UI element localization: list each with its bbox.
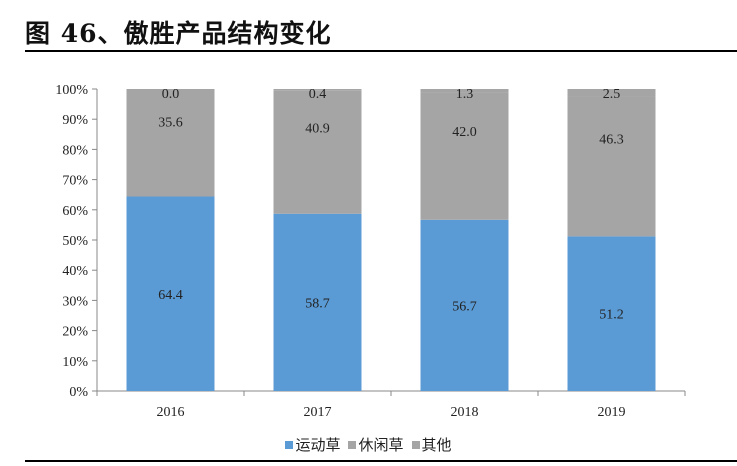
legend-item: 运动草 <box>285 436 340 454</box>
data-label: 40.9 <box>305 121 330 136</box>
data-label: 1.3 <box>456 87 474 102</box>
x-tick-label: 2017 <box>304 405 332 420</box>
data-label: 56.7 <box>452 299 477 314</box>
legend-swatch <box>285 441 294 449</box>
y-tick-label: 60% <box>62 204 88 219</box>
data-label: 51.2 <box>599 308 624 323</box>
y-tick-label: 30% <box>62 294 88 309</box>
legend-swatch <box>348 441 357 449</box>
figure-title: 图 46、傲胜产品结构变化 <box>25 19 332 48</box>
bar-休闲草 <box>567 96 656 237</box>
y-tick-label: 40% <box>62 264 88 279</box>
y-tick-label: 0% <box>69 385 88 400</box>
bar-运动草 <box>126 196 215 391</box>
y-tick-label: 10% <box>62 355 88 370</box>
legend-label: 休闲草 <box>358 436 404 454</box>
bar-运动草 <box>273 213 362 391</box>
data-label: 42.0 <box>452 125 477 140</box>
x-tick-label: 2016 <box>157 405 185 420</box>
bar-其他 <box>273 89 362 91</box>
bottom-rule <box>25 460 737 462</box>
data-label: 2.5 <box>603 87 621 102</box>
bar-运动草 <box>567 236 656 391</box>
bar-休闲草 <box>420 92 509 220</box>
bar-其他 <box>420 89 509 93</box>
x-tick-label: 2018 <box>451 405 479 420</box>
data-label: 58.7 <box>305 296 330 311</box>
bar-运动草 <box>420 219 509 391</box>
data-label: 46.3 <box>599 132 624 147</box>
y-tick-label: 20% <box>62 325 88 340</box>
y-tick-label: 70% <box>62 174 88 189</box>
y-tick-label: 80% <box>62 143 88 158</box>
x-tick-label: 2019 <box>598 405 626 420</box>
data-label: 0.4 <box>309 87 327 102</box>
legend-item: 其他 <box>411 436 452 454</box>
y-tick-label: 50% <box>62 234 88 249</box>
data-label: 0.0 <box>162 87 180 102</box>
legend: 运动草 休闲草 其他 <box>0 434 737 455</box>
bar-其他 <box>567 89 656 97</box>
legend-item: 休闲草 <box>348 436 404 454</box>
bar-休闲草 <box>273 90 362 214</box>
legend-swatch <box>411 441 420 449</box>
legend-label: 运动草 <box>295 436 341 454</box>
y-tick-label: 100% <box>55 83 88 98</box>
data-label: 64.4 <box>158 288 183 303</box>
data-label: 35.6 <box>158 115 183 130</box>
bar-休闲草 <box>126 89 215 197</box>
legend-label: 其他 <box>421 436 452 454</box>
title-rule <box>25 50 737 52</box>
y-tick-label: 90% <box>62 113 88 128</box>
